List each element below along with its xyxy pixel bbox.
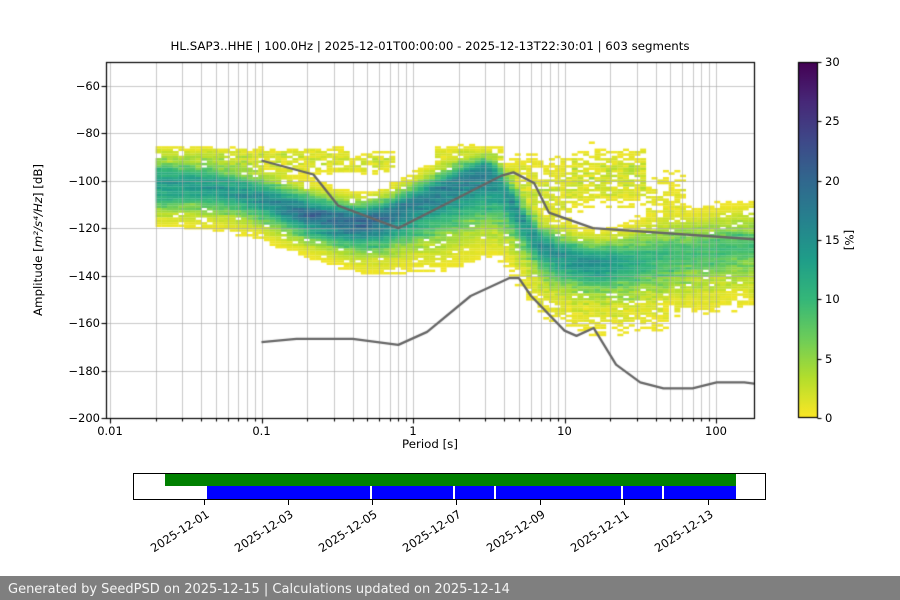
colorbar-tick-label: 30	[825, 55, 840, 69]
x-axis-label: Period [s]	[402, 437, 458, 451]
timeline-tick	[539, 500, 541, 505]
colorbar-tick-label: 5	[825, 351, 833, 366]
timeline-tick	[203, 500, 205, 505]
x-tick-label: 0.1	[252, 424, 271, 438]
footer-bar: Generated by SeedPSD on 2025-12-15 | Cal…	[0, 576, 900, 600]
timeline-tick	[623, 500, 625, 505]
x-tick-label: 10	[557, 424, 572, 438]
y-tick-label: −80	[75, 126, 100, 141]
colorbar-tick-label: 15	[825, 233, 840, 247]
colorbar-tick-label: 25	[825, 114, 840, 129]
timeline-tick	[455, 500, 457, 505]
footer-text: Generated by SeedPSD on 2025-12-15 | Cal…	[8, 582, 510, 597]
timeline-gap	[494, 486, 497, 499]
timeline-gap	[620, 486, 623, 499]
timeline-tick	[287, 500, 289, 505]
colorbar-tick-label: 10	[825, 292, 840, 307]
x-tick-label: 100	[705, 424, 727, 438]
timeline-bar-archive-coverage	[164, 474, 737, 486]
y-tick-label: −120	[68, 221, 100, 236]
timeline-tick	[371, 500, 373, 505]
y-tick-label: −100	[68, 173, 100, 188]
chart-title: HL.SAP3..HHE | 100.0Hz | 2025-12-01T00:0…	[170, 39, 690, 53]
colorbar-tick-label: 20	[825, 173, 840, 188]
x-tick-label: 0.01	[97, 424, 123, 438]
timeline-bar-psd-coverage	[206, 486, 737, 499]
y-tick-label: −60	[75, 78, 100, 93]
y-tick-label: −200	[68, 411, 100, 425]
y-tick-label: −160	[68, 316, 100, 331]
timeline-gap	[370, 486, 373, 499]
timeline-gap	[452, 486, 455, 499]
colorbar-tick-label: 0	[825, 411, 833, 425]
x-tick-label: 1	[409, 424, 417, 438]
timeline-gap	[662, 486, 665, 499]
y-tick-label: −180	[68, 363, 100, 378]
timeline-tick	[707, 500, 709, 505]
y-tick-label: −140	[68, 268, 100, 283]
